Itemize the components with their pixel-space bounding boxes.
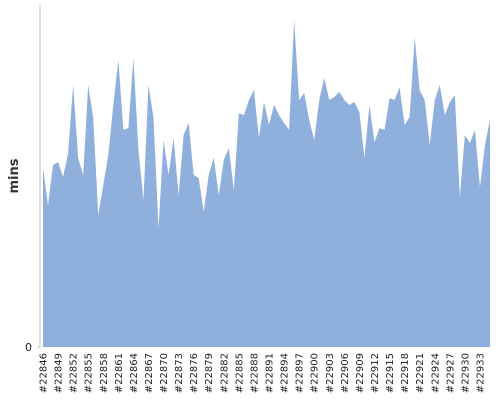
x-tick-label: #22921 <box>415 353 426 393</box>
x-tick-label: #22861 <box>114 353 125 393</box>
x-tick-label: #22906 <box>340 353 351 393</box>
x-tick-label: #22867 <box>144 353 155 393</box>
area <box>43 20 490 347</box>
x-tick-label: #22930 <box>460 353 471 393</box>
y-axis-label: mins <box>7 158 22 193</box>
x-tick-label: #22912 <box>370 353 381 393</box>
x-tick-label: #22846 <box>39 353 50 393</box>
x-tick-label: #22855 <box>84 353 95 393</box>
x-tick-label: #22876 <box>189 353 200 393</box>
x-tick-label: #22864 <box>129 353 140 393</box>
x-tick-label: #22882 <box>219 353 230 393</box>
x-tick-label: #22885 <box>234 353 245 393</box>
x-tick-label: #22918 <box>400 353 411 393</box>
x-tick-label: #22897 <box>295 353 306 393</box>
x-tick-label: #22858 <box>99 353 110 393</box>
x-tick-label: #22903 <box>325 353 336 393</box>
x-tick-label: #22888 <box>249 353 260 393</box>
x-tick-label: #22894 <box>280 353 291 393</box>
x-tick-label: #22924 <box>430 353 441 393</box>
x-tick-label: #22915 <box>385 353 396 393</box>
x-tick-label: #22909 <box>355 353 366 393</box>
x-tick-label: #22879 <box>204 353 215 393</box>
x-tick-label: #22891 <box>265 353 276 393</box>
x-tick-label: #22870 <box>159 353 170 393</box>
x-tick-label: #22933 <box>475 353 486 393</box>
x-tick-label: #22849 <box>54 353 65 393</box>
x-tick-label: #22873 <box>174 353 185 393</box>
y-tick-label: 0 <box>25 341 32 354</box>
x-tick-label: #22852 <box>69 353 80 393</box>
x-tick-label: #22900 <box>310 353 321 393</box>
x-tick-label: #22927 <box>445 353 456 393</box>
